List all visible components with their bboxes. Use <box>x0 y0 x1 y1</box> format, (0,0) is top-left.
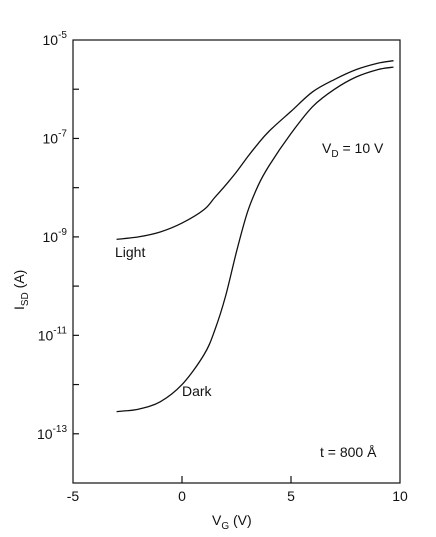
thickness-annotation: t = 800 Å <box>320 444 377 460</box>
y-tick-label: 10-11 <box>38 325 68 343</box>
y-tick-exponent: -7 <box>58 128 67 139</box>
x-tick-label: -5 <box>67 488 80 504</box>
y-axis-label: ISD (A) <box>11 270 31 310</box>
y-tick-base: 10 <box>38 327 54 343</box>
y-axis-label-sub: SD <box>20 292 31 306</box>
y-tick-exponent: -11 <box>53 325 67 336</box>
vd-annotation-main: V <box>322 140 332 156</box>
x-tick-label: 10 <box>392 488 408 504</box>
y-tick-base: 10 <box>43 32 59 48</box>
y-tick-base: 10 <box>43 130 59 146</box>
y-tick-exponent: -5 <box>58 30 67 41</box>
x-tick-label: 5 <box>287 488 295 504</box>
y-tick-exponent: -9 <box>58 227 67 238</box>
vd-annotation-rest: = 10 V <box>339 140 384 156</box>
y-axis-label-unit: (A) <box>11 270 27 293</box>
x-axis-label: VG (V) <box>212 512 252 532</box>
x-axis-ticks: -5 0 5 10 <box>67 476 408 504</box>
plot-frame <box>72 39 401 484</box>
y-tick-label: 10-7 <box>43 128 68 146</box>
y-axis-label-main: I <box>11 306 27 310</box>
x-axis-label-unit: (V) <box>229 512 252 528</box>
series-line-dark <box>116 66 394 413</box>
y-tick-label: 10-13 <box>37 424 67 442</box>
y-tick-base: 10 <box>37 426 53 442</box>
x-axis-label-main: V <box>212 512 222 528</box>
x-axis-label-sub: G <box>221 521 229 532</box>
y-tick-label: 10-9 <box>43 227 68 245</box>
vd-annotation-sub: D <box>331 149 338 160</box>
light-label: Light <box>115 244 145 260</box>
y-tick-label: 10-5 <box>43 30 68 48</box>
y-tick-base: 10 <box>43 229 59 245</box>
y-tick-exponent: -13 <box>53 424 68 435</box>
data-series <box>116 60 394 413</box>
dark-label: Dark <box>182 383 213 399</box>
series-line-light <box>116 60 394 241</box>
vd-annotation: VD = 10 V <box>322 140 384 160</box>
x-tick-label: 0 <box>178 488 186 504</box>
